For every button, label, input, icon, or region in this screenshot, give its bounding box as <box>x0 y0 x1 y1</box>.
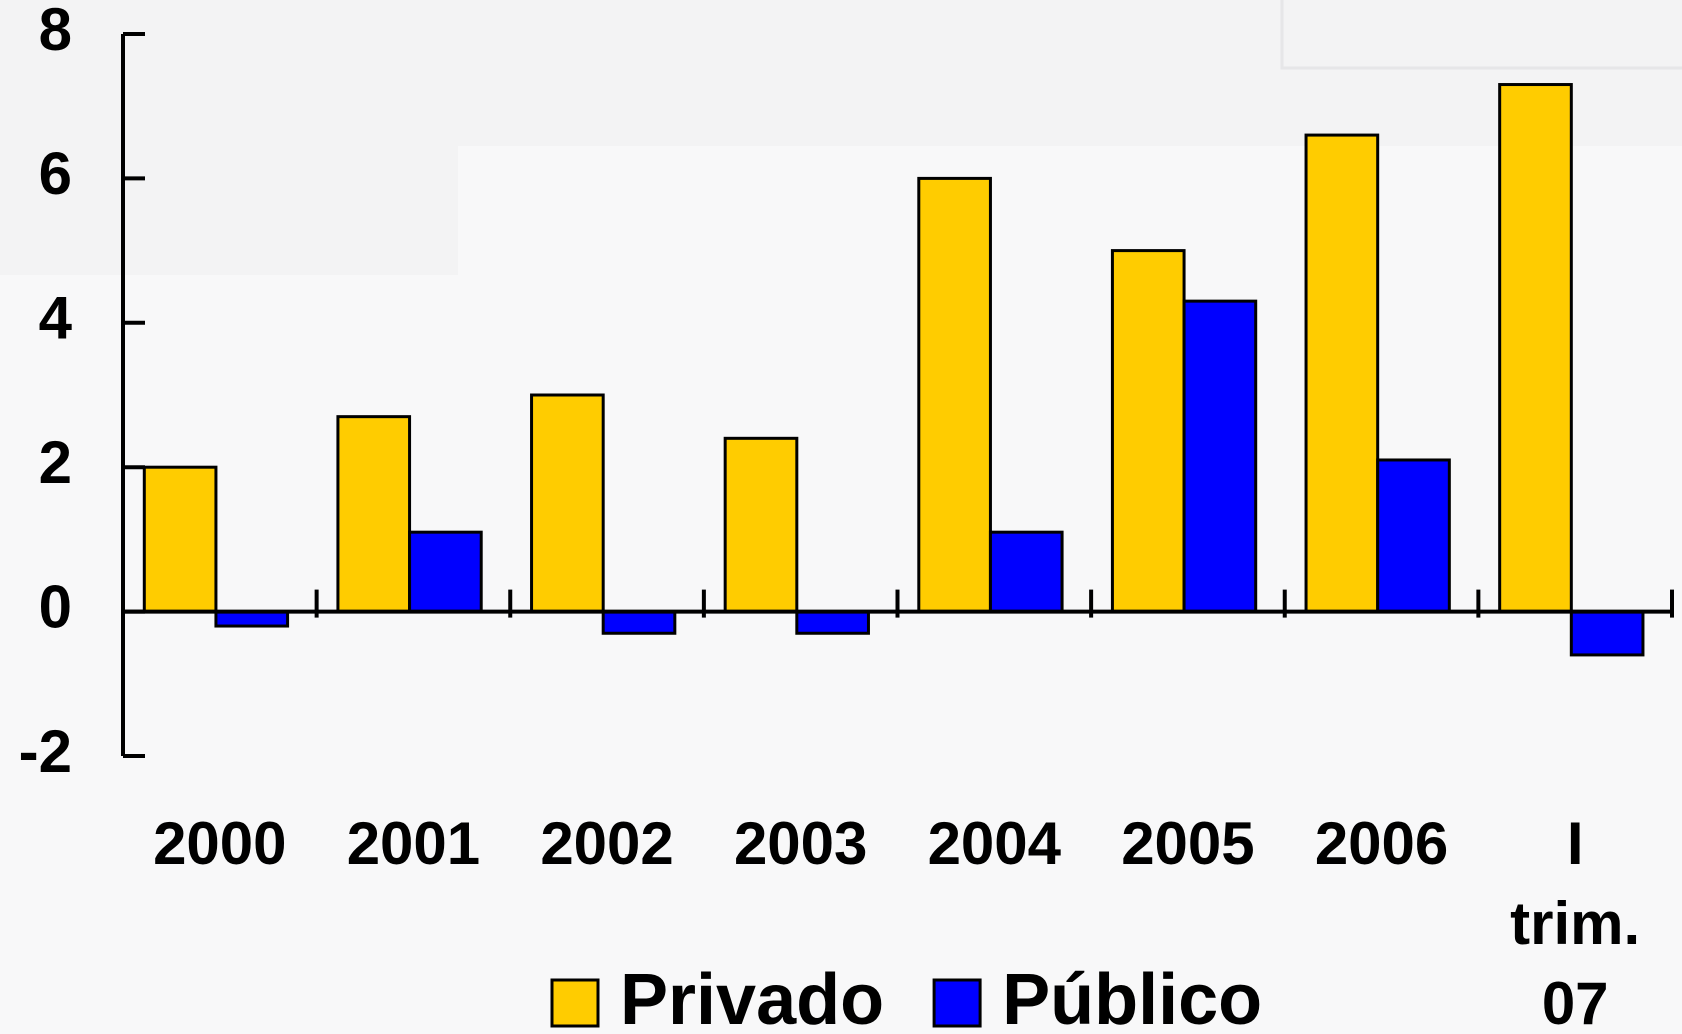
bar <box>214 610 290 628</box>
legend-label: Privado <box>620 960 884 1034</box>
bar <box>1569 610 1645 657</box>
background-panel <box>0 146 1682 1034</box>
x-tick-label-line: I <box>1567 810 1584 877</box>
x-tick-label: 2004 <box>928 810 1062 877</box>
bar <box>336 415 412 614</box>
background-edge <box>1280 0 1682 70</box>
y-tick-label: 0 <box>39 573 72 640</box>
y-tick-label: 4 <box>39 285 73 352</box>
x-tick-label: 2005 <box>1121 810 1254 877</box>
x-tick-label: 2006 <box>1315 810 1448 877</box>
x-tick-label: 2001 <box>347 810 480 877</box>
x-tick-label: 2000 <box>153 810 286 877</box>
legend-swatch <box>932 978 982 1028</box>
bar <box>988 530 1064 614</box>
bar <box>723 436 799 614</box>
bar <box>1182 299 1258 614</box>
bar <box>1498 83 1573 614</box>
bar <box>601 610 677 635</box>
bar <box>530 393 605 614</box>
y-tick-label: 2 <box>39 429 72 496</box>
bar <box>1376 458 1451 614</box>
x-tick-label: 2003 <box>734 810 867 877</box>
y-tick-label: -2 <box>19 718 72 785</box>
x-tick-label-line: 07 <box>1542 970 1609 1034</box>
x-tick-label: 2002 <box>540 810 673 877</box>
bar <box>917 176 992 614</box>
bar <box>1110 249 1186 614</box>
bar <box>1304 133 1380 614</box>
y-tick-label: 8 <box>39 0 72 63</box>
bar <box>142 465 218 614</box>
legend-swatch <box>550 978 600 1028</box>
bar <box>408 530 483 614</box>
x-tick-label-line: trim. <box>1510 890 1640 957</box>
y-tick-label: 6 <box>39 140 72 207</box>
bar <box>795 610 870 635</box>
legend-label: Público <box>1002 960 1262 1034</box>
